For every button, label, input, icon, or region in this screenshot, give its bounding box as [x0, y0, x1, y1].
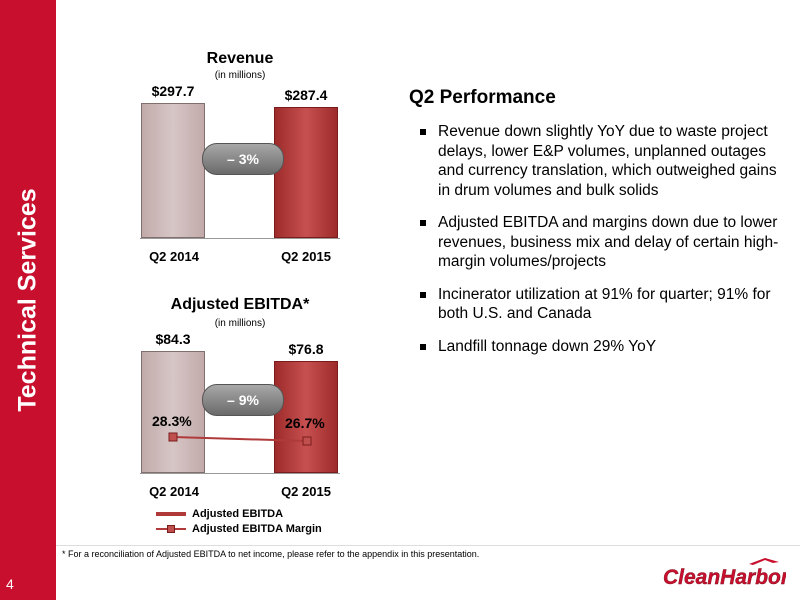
revenue-bar-2014	[141, 102, 205, 238]
ebitda-margin-marker-2015	[302, 436, 312, 446]
legend-item-ebitda: Adjusted EBITDA	[156, 506, 322, 521]
clean-harbors-logo: CleanHarbors	[663, 558, 786, 588]
revenue-x-axis	[140, 238, 340, 239]
performance-bullet-list: Revenue down slightly YoY due to waste p…	[418, 122, 788, 369]
ebitda-x-axis	[140, 473, 340, 474]
ebitda-legend: Adjusted EBITDA Adjusted EBITDA Margin	[156, 506, 322, 536]
revenue-category-2014: Q2 2014	[149, 249, 199, 264]
legend-item-margin: Adjusted EBITDA Margin	[156, 521, 322, 536]
bullet-square-icon	[420, 129, 426, 135]
revenue-value-label-2014: $297.7	[151, 82, 195, 99]
bullet-square-icon	[420, 291, 426, 298]
revenue-bar-2015	[274, 107, 338, 238]
performance-title: Q2 Performance	[409, 87, 556, 108]
performance-bullet: Revenue down slightly YoY due to waste p…	[418, 122, 788, 200]
legend-label-margin: Adjusted EBITDA Margin	[192, 522, 322, 535]
performance-bullet: Incinerator utilization at 91% for quart…	[418, 285, 788, 324]
legend-line-swatch	[156, 524, 186, 534]
ebitda-value-label-2014: $84.3	[155, 330, 191, 347]
footer-divider	[56, 545, 800, 546]
revenue-change-badge: – 3%	[202, 143, 284, 175]
legend-label-ebitda: Adjusted EBITDA	[192, 507, 284, 520]
ebitda-bar-2014	[141, 350, 205, 473]
ebitda-value-label-2015: $76.8	[288, 341, 324, 358]
footnote: * For a reconciliation of Adjusted EBITD…	[62, 549, 480, 559]
svg-text:CleanHarbors: CleanHarbors	[663, 566, 786, 588]
ebitda-margin-label-2015: 26.7%	[285, 415, 325, 431]
ebitda-category-2014: Q2 2014	[149, 484, 199, 499]
legend-bar-swatch	[156, 511, 186, 516]
ebitda-chart-title: Adjusted EBITDA*	[170, 296, 310, 313]
ebitda-margin-label-2014: 28.3%	[152, 413, 192, 429]
performance-bullet: Adjusted EBITDA and margins down due to …	[418, 213, 788, 272]
ebitda-bar-2015	[274, 361, 338, 473]
ebitda-category-2015: Q2 2015	[281, 484, 331, 499]
bullet-square-icon	[420, 343, 426, 350]
section-sidebar	[0, 0, 56, 600]
ebitda-change-badge: – 9%	[202, 384, 284, 416]
revenue-category-2015: Q2 2015	[281, 249, 331, 264]
ebitda-chart-subtitle: (in millions)	[214, 318, 266, 329]
performance-bullet: Landfill tonnage down 29% YoY	[418, 337, 788, 357]
page-number: 4	[6, 576, 14, 592]
revenue-value-label-2015: $287.4	[284, 87, 328, 104]
revenue-chart-subtitle: (in millions)	[214, 70, 266, 81]
ebitda-margin-line	[172, 436, 308, 442]
ebitda-margin-marker-2014	[168, 432, 178, 442]
revenue-chart-title: Revenue	[206, 50, 274, 67]
bullet-square-icon	[420, 220, 426, 226]
